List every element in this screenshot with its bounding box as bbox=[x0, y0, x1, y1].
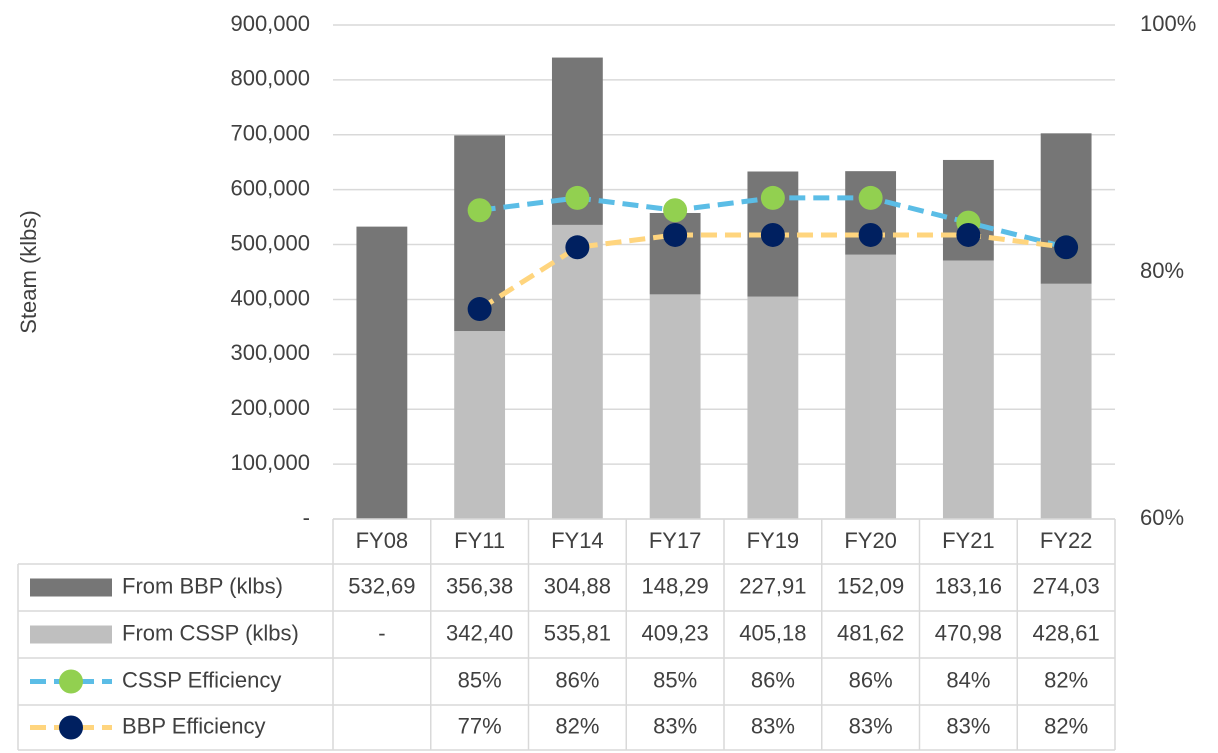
table-cell: 85% bbox=[653, 667, 697, 692]
table-cell: 148,29 bbox=[641, 573, 708, 598]
table-cell: 86% bbox=[555, 667, 599, 692]
marker bbox=[467, 297, 492, 322]
marker bbox=[858, 222, 883, 247]
marker bbox=[956, 222, 981, 247]
table-cell: 83% bbox=[946, 713, 990, 738]
y-tick-label: 200,000 bbox=[230, 395, 310, 420]
marker bbox=[565, 235, 590, 260]
y-tick-label: 700,000 bbox=[230, 121, 310, 146]
table-cell: 405,18 bbox=[739, 620, 806, 645]
y-tick-label: 600,000 bbox=[230, 175, 310, 200]
table-cell: 86% bbox=[849, 667, 893, 692]
y-tick-label: 400,000 bbox=[230, 285, 310, 310]
x-tick-label: FY20 bbox=[844, 528, 897, 553]
bar bbox=[1040, 283, 1092, 519]
table-cell: 470,98 bbox=[935, 620, 1002, 645]
bar bbox=[747, 296, 799, 519]
y-tick-label: - bbox=[303, 505, 310, 530]
legend-key bbox=[30, 578, 112, 597]
y2-tick-label: 60% bbox=[1140, 505, 1184, 530]
table-cell: 85% bbox=[458, 667, 502, 692]
y-tick-label: 100,000 bbox=[230, 450, 310, 475]
table-cell: 83% bbox=[849, 713, 893, 738]
table-cell: 356,38 bbox=[446, 573, 513, 598]
marker bbox=[565, 185, 590, 210]
y-tick-label: 500,000 bbox=[230, 230, 310, 255]
table-cell: 227,91 bbox=[739, 573, 806, 598]
marker bbox=[1054, 235, 1079, 260]
table-cell: 82% bbox=[1044, 713, 1088, 738]
legend-label: CSSP Efficiency bbox=[122, 667, 281, 692]
x-tick-label: FY17 bbox=[649, 528, 702, 553]
x-tick-label: FY21 bbox=[942, 528, 995, 553]
table-cell: 152,09 bbox=[837, 573, 904, 598]
table-cell: 532,69 bbox=[348, 573, 415, 598]
table-cell: 82% bbox=[1044, 667, 1088, 692]
bar bbox=[942, 260, 994, 519]
legend-label: From BBP (klbs) bbox=[122, 573, 283, 598]
table-cell: 535,81 bbox=[544, 620, 611, 645]
table-cell: 274,03 bbox=[1032, 573, 1099, 598]
marker bbox=[760, 222, 785, 247]
table-cell: 183,16 bbox=[935, 573, 1002, 598]
y-tick-label: 800,000 bbox=[230, 66, 310, 91]
table-cell: 77% bbox=[458, 713, 502, 738]
bar bbox=[454, 331, 506, 519]
table-cell: 83% bbox=[653, 713, 697, 738]
marker bbox=[467, 198, 492, 223]
x-tick-label: FY19 bbox=[747, 528, 800, 553]
marker bbox=[760, 185, 785, 210]
table-cell: 86% bbox=[751, 667, 795, 692]
marker bbox=[858, 185, 883, 210]
legend-label: BBP Efficiency bbox=[122, 713, 265, 738]
bar bbox=[649, 294, 701, 519]
table-cell: 83% bbox=[751, 713, 795, 738]
legend-key bbox=[59, 715, 83, 740]
y-tick-label: 300,000 bbox=[230, 340, 310, 365]
table-cell: 428,61 bbox=[1032, 620, 1099, 645]
y2-tick-label: 80% bbox=[1140, 258, 1184, 283]
x-tick-label: FY14 bbox=[551, 528, 604, 553]
y-axis-title: Steam (klbs) bbox=[16, 210, 41, 333]
legend-key bbox=[30, 625, 112, 644]
x-tick-label: FY11 bbox=[454, 528, 505, 553]
table-cell: - bbox=[378, 620, 385, 645]
marker bbox=[663, 222, 688, 247]
marker bbox=[663, 198, 688, 223]
table-cell: 304,88 bbox=[544, 573, 611, 598]
legend-label: From CSSP (klbs) bbox=[122, 620, 299, 645]
x-tick-label: FY08 bbox=[356, 528, 409, 553]
table-cell: 481,62 bbox=[837, 620, 904, 645]
table-cell: 84% bbox=[946, 667, 990, 692]
table-cell: 409,23 bbox=[641, 620, 708, 645]
x-tick-label: FY22 bbox=[1040, 528, 1093, 553]
table-cell: 82% bbox=[555, 713, 599, 738]
bar bbox=[845, 254, 897, 519]
bar bbox=[1040, 133, 1092, 284]
y-tick-label: 900,000 bbox=[230, 11, 310, 36]
y2-tick-label: 100% bbox=[1140, 11, 1196, 36]
legend-key bbox=[59, 669, 83, 694]
bar bbox=[356, 226, 408, 520]
table-cell: 342,40 bbox=[446, 620, 513, 645]
bar bbox=[551, 224, 603, 519]
